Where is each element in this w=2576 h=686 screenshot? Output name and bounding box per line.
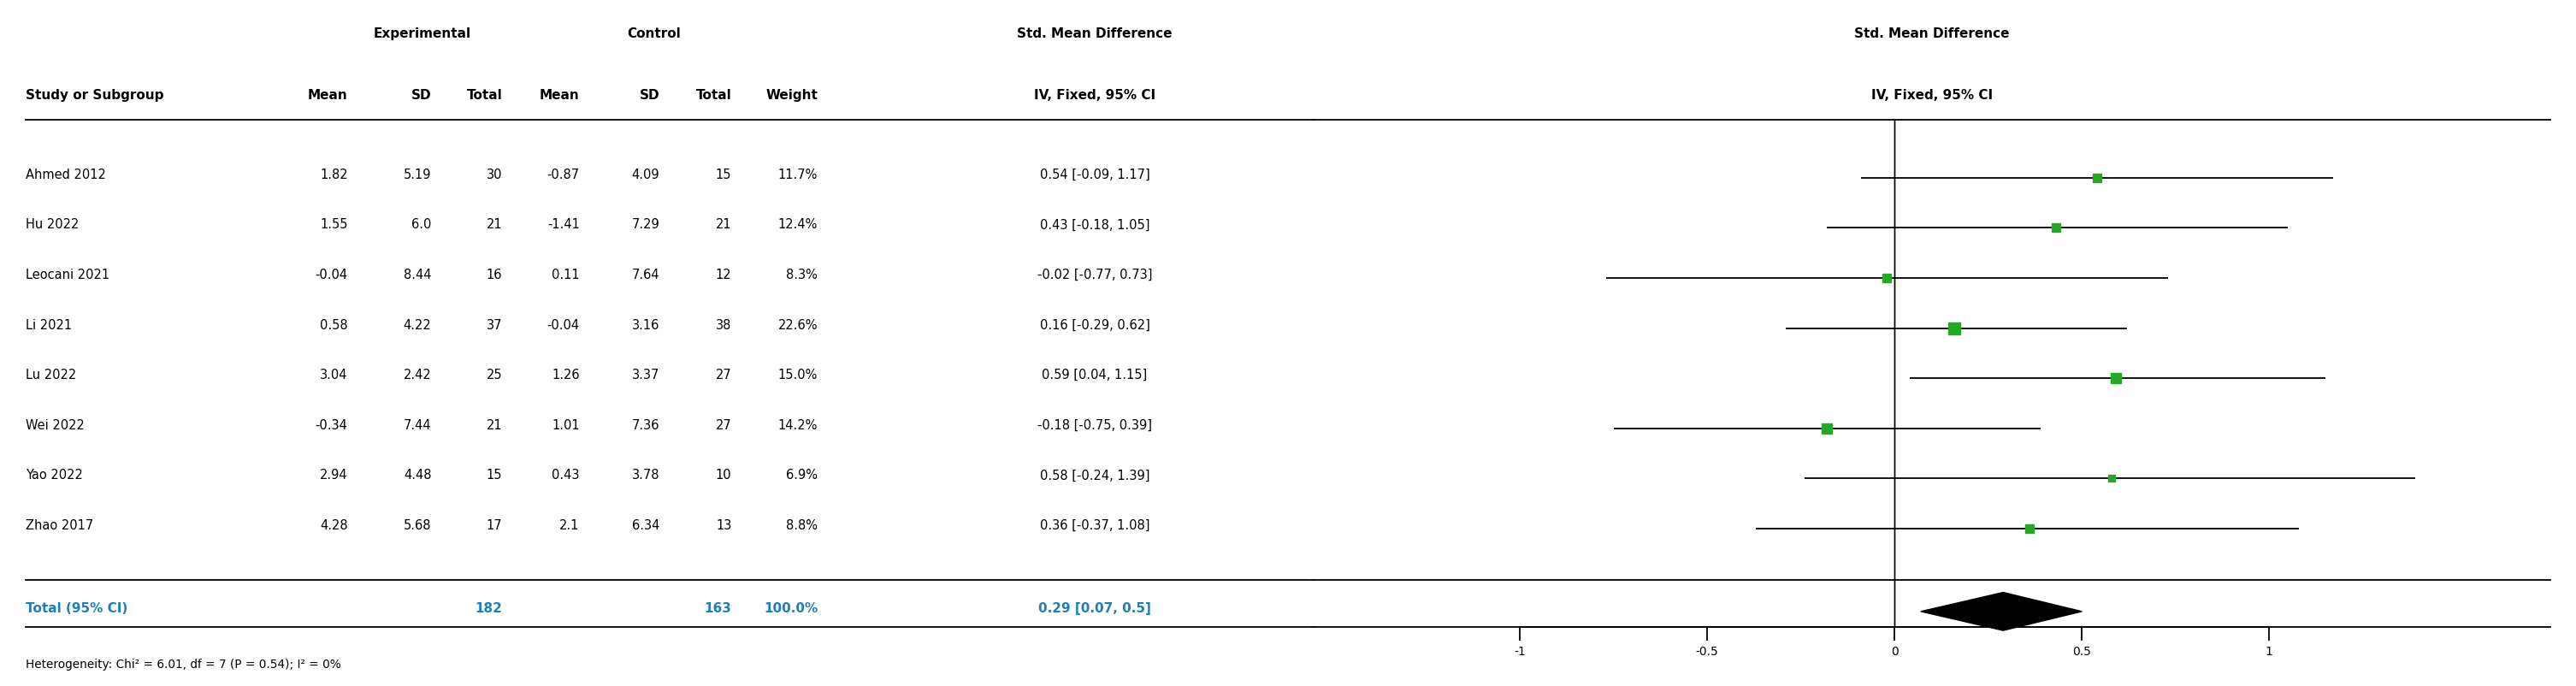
Text: 11.7%: 11.7% (778, 168, 819, 181)
Text: 1.01: 1.01 (551, 418, 580, 431)
Text: -0.5: -0.5 (1695, 645, 1718, 657)
Text: 0.58 [-0.24, 1.39]: 0.58 [-0.24, 1.39] (1041, 469, 1149, 482)
Text: 6.34: 6.34 (631, 519, 659, 532)
Text: 37: 37 (487, 318, 502, 331)
Text: 10: 10 (716, 469, 732, 482)
Text: 0.11: 0.11 (551, 268, 580, 281)
Text: SD: SD (639, 89, 659, 102)
Polygon shape (1922, 593, 2081, 630)
Text: IV, Fixed, 95% CI: IV, Fixed, 95% CI (1870, 89, 1994, 102)
Text: 21: 21 (487, 418, 502, 431)
Text: -1: -1 (1515, 645, 1525, 657)
Text: Std. Mean Difference: Std. Mean Difference (1018, 27, 1172, 40)
Text: 4.09: 4.09 (631, 168, 659, 181)
Text: 4.22: 4.22 (404, 318, 433, 331)
Text: 3.37: 3.37 (631, 368, 659, 381)
Text: 5.68: 5.68 (404, 519, 433, 532)
Text: 1.55: 1.55 (319, 218, 348, 231)
Text: 8.44: 8.44 (404, 268, 433, 281)
Text: Zhao 2017: Zhao 2017 (26, 519, 93, 532)
Text: Total: Total (466, 89, 502, 102)
Text: 3.78: 3.78 (631, 469, 659, 482)
Text: -0.34: -0.34 (314, 418, 348, 431)
Text: 21: 21 (487, 218, 502, 231)
Text: 12.4%: 12.4% (778, 218, 819, 231)
Text: SD: SD (412, 89, 433, 102)
Text: 1.26: 1.26 (551, 368, 580, 381)
Text: 16: 16 (487, 268, 502, 281)
Text: 0.29 [0.07, 0.5]: 0.29 [0.07, 0.5] (1038, 601, 1151, 614)
Text: 0.59 [0.04, 1.15]: 0.59 [0.04, 1.15] (1043, 368, 1146, 381)
Text: 182: 182 (474, 601, 502, 614)
Text: 0.58: 0.58 (319, 318, 348, 331)
Text: 27: 27 (716, 418, 732, 431)
Text: 0.5: 0.5 (2074, 645, 2092, 657)
Text: 8.3%: 8.3% (786, 268, 819, 281)
Text: 13: 13 (716, 519, 732, 532)
Text: 12: 12 (716, 268, 732, 281)
Text: -0.02 [-0.77, 0.73]: -0.02 [-0.77, 0.73] (1038, 268, 1151, 281)
Text: 4.28: 4.28 (319, 519, 348, 532)
Text: 0.16 [-0.29, 0.62]: 0.16 [-0.29, 0.62] (1041, 318, 1149, 331)
Text: -0.04: -0.04 (546, 318, 580, 331)
Text: Hu 2022: Hu 2022 (26, 218, 80, 231)
Text: Leocani 2021: Leocani 2021 (26, 268, 111, 281)
Text: 25: 25 (487, 368, 502, 381)
Text: Heterogeneity: Chi² = 6.01, df = 7 (P = 0.54); I² = 0%: Heterogeneity: Chi² = 6.01, df = 7 (P = … (26, 658, 340, 670)
Text: 0.43 [-0.18, 1.05]: 0.43 [-0.18, 1.05] (1041, 218, 1149, 231)
Text: -1.41: -1.41 (546, 218, 580, 231)
Text: IV, Fixed, 95% CI: IV, Fixed, 95% CI (1033, 89, 1157, 102)
Text: 17: 17 (487, 519, 502, 532)
Text: 5.19: 5.19 (404, 168, 433, 181)
Text: Mean: Mean (307, 89, 348, 102)
Text: Mean: Mean (538, 89, 580, 102)
Text: 27: 27 (716, 368, 732, 381)
Text: 6.9%: 6.9% (786, 469, 819, 482)
Text: -0.87: -0.87 (546, 168, 580, 181)
Text: 15.0%: 15.0% (778, 368, 819, 381)
Text: Weight: Weight (765, 89, 819, 102)
Text: Yao 2022: Yao 2022 (26, 469, 82, 482)
Text: 21: 21 (716, 218, 732, 231)
Text: 0.36 [-0.37, 1.08]: 0.36 [-0.37, 1.08] (1041, 519, 1149, 532)
Text: Li 2021: Li 2021 (26, 318, 72, 331)
Text: 2.42: 2.42 (404, 368, 433, 381)
Text: 163: 163 (703, 601, 732, 614)
Text: 6.0: 6.0 (412, 218, 433, 231)
Text: 0: 0 (1891, 645, 1899, 657)
Text: 1: 1 (2264, 645, 2272, 657)
Text: 0.54 [-0.09, 1.17]: 0.54 [-0.09, 1.17] (1041, 168, 1149, 181)
Text: 22.6%: 22.6% (778, 318, 819, 331)
Text: 7.29: 7.29 (631, 218, 659, 231)
Text: 0.43: 0.43 (551, 469, 580, 482)
Text: 30: 30 (487, 168, 502, 181)
Text: 8.8%: 8.8% (786, 519, 819, 532)
Text: 7.64: 7.64 (631, 268, 659, 281)
Text: Wei 2022: Wei 2022 (26, 418, 85, 431)
Text: 7.36: 7.36 (631, 418, 659, 431)
Text: 4.48: 4.48 (404, 469, 433, 482)
Text: Ahmed 2012: Ahmed 2012 (26, 168, 106, 181)
Text: Study or Subgroup: Study or Subgroup (26, 89, 165, 102)
Text: 14.2%: 14.2% (778, 418, 819, 431)
Text: 100.0%: 100.0% (765, 601, 819, 614)
Text: Control: Control (629, 27, 680, 40)
Text: 7.44: 7.44 (404, 418, 433, 431)
Text: 2.1: 2.1 (559, 519, 580, 532)
Text: 3.16: 3.16 (631, 318, 659, 331)
Text: 2.94: 2.94 (319, 469, 348, 482)
Text: 3.04: 3.04 (319, 368, 348, 381)
Text: -0.04: -0.04 (314, 268, 348, 281)
Text: 38: 38 (716, 318, 732, 331)
Text: Std. Mean Difference: Std. Mean Difference (1855, 27, 2009, 40)
Text: Total: Total (696, 89, 732, 102)
Text: -0.18 [-0.75, 0.39]: -0.18 [-0.75, 0.39] (1038, 418, 1151, 431)
Text: 15: 15 (716, 168, 732, 181)
Text: 1.82: 1.82 (319, 168, 348, 181)
Text: Total (95% CI): Total (95% CI) (26, 601, 129, 614)
Text: Experimental: Experimental (374, 27, 471, 40)
Text: 15: 15 (487, 469, 502, 482)
Text: Lu 2022: Lu 2022 (26, 368, 77, 381)
